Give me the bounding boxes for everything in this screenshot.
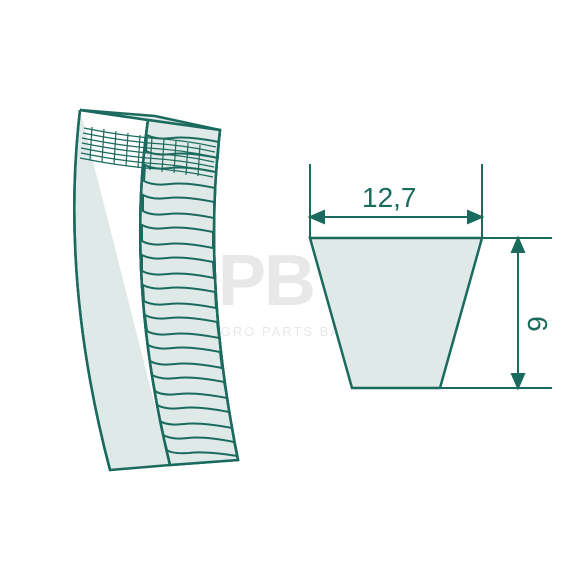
diagram-canvas: APB AGRO PARTS BALTIJA (0, 0, 588, 588)
technical-drawing (0, 0, 588, 588)
width-dimension-label: 12,7 (362, 182, 417, 214)
height-dimension-label: 9 (522, 316, 554, 332)
cross-section-trapezoid (310, 238, 482, 388)
belt-3d-view (74, 110, 238, 470)
